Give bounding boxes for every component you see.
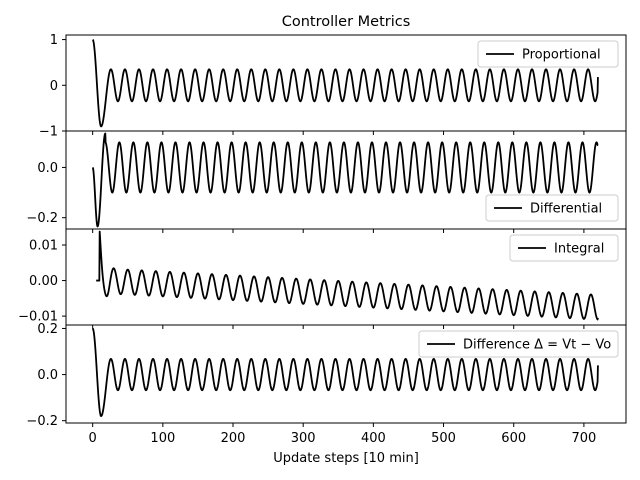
y-tick-label: 1 (50, 33, 58, 48)
series-line-proportional (92, 38, 599, 128)
y-tick-label: 0.0 (37, 161, 58, 176)
panel-integral: −0.01 0.00 0.01 Integral (18, 228, 627, 329)
y-tick-label: 0 (50, 79, 58, 94)
panel-frame (65, 324, 627, 424)
y-tick-label: −0.2 (26, 211, 58, 226)
legend-label: Differential (530, 202, 602, 217)
x-tick-label: 200 (221, 431, 246, 446)
legend-box (485, 194, 619, 222)
y-tick-label: −0.01 (18, 310, 58, 325)
chart-title: Controller Metrics (282, 14, 411, 30)
legend-box (477, 40, 619, 68)
y-tick-label: 0.0 (37, 368, 58, 383)
x-tick-label: 700 (571, 431, 596, 446)
legend-box (509, 234, 619, 262)
x-tick-label: 0 (89, 431, 97, 446)
series-line-integral (96, 230, 599, 321)
panel-difference: −0.2 0.0 0.2 Difference Δ = Vt − Vo (26, 322, 627, 429)
x-tick-label: 300 (291, 431, 316, 446)
legend-label: Proportional (522, 48, 601, 63)
legend-differential: Differential (485, 194, 619, 222)
legend-proportional: Proportional (477, 40, 619, 68)
legend-label: Difference Δ = Vt − Vo (463, 338, 611, 353)
legend-label: Integral (554, 242, 604, 257)
x-tick-label: 600 (501, 431, 526, 446)
x-tick-label: 400 (361, 431, 386, 446)
x-tick-label: 500 (431, 431, 456, 446)
legend-difference: Difference Δ = Vt − Vo (418, 330, 619, 358)
legend-box (418, 330, 619, 358)
series-line-differential (91, 132, 599, 228)
y-tick-label: −1 (39, 125, 58, 140)
y-tick-label: 0.2 (37, 322, 58, 337)
x-axis: 0 100 200 300 400 500 600 700 (89, 431, 597, 446)
y-tick-label: −0.2 (26, 414, 58, 429)
x-axis-label: Update steps [10 min] (273, 451, 419, 466)
legend-integral: Integral (509, 234, 619, 262)
x-tick-label: 100 (150, 431, 175, 446)
series-line-difference (92, 327, 599, 417)
y-tick-label: 0.00 (29, 274, 58, 289)
panels: −101 Proportional−0.20.0 Differential−0.… (18, 33, 627, 429)
y-tick-label: 0.01 (29, 239, 58, 254)
panel-differential: −0.2 0.0 Differential (26, 130, 627, 233)
